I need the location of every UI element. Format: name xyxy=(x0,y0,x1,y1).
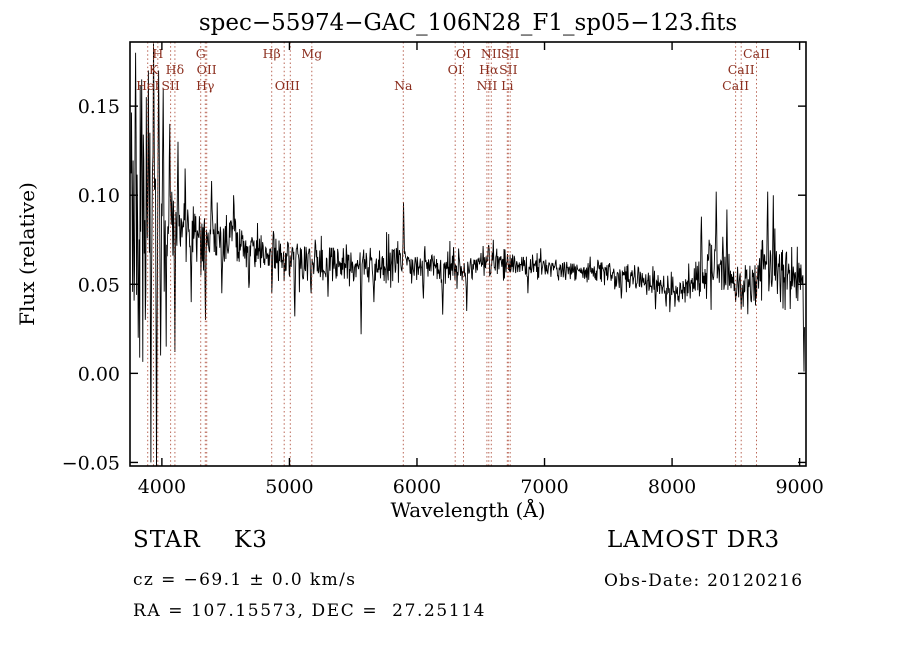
y-tick-label: −0.05 xyxy=(62,452,120,474)
line-label: OII xyxy=(197,62,217,77)
line-label: H xyxy=(152,46,163,61)
y-tick-label: 0.10 xyxy=(78,185,120,207)
line-label: OI xyxy=(456,46,471,61)
line-label: Hβ xyxy=(263,46,281,61)
line-label: CaII xyxy=(743,46,770,61)
annotation-cz: cz = −69.1 ± 0.0 km/s xyxy=(133,570,357,590)
line-label: K xyxy=(149,62,159,77)
line-label: SII xyxy=(499,62,518,77)
line-label: Na xyxy=(394,78,413,93)
line-label: Li xyxy=(501,78,513,93)
annotation-object-class: STAR K3 xyxy=(133,527,268,553)
line-label: OI xyxy=(448,62,463,77)
x-tick-label: 5000 xyxy=(265,476,313,498)
plot-frame xyxy=(129,41,807,467)
page-title: spec−55974−GAC_106N28_F1_sp05−123.fits xyxy=(198,10,738,36)
line-label: SII xyxy=(501,46,520,61)
line-label: SII xyxy=(161,78,180,93)
x-tick-label: 4000 xyxy=(138,476,186,498)
line-label: CaII xyxy=(728,62,755,77)
y-tick-label: 0.00 xyxy=(78,363,120,385)
line-label: Mg xyxy=(301,46,322,61)
annotation-survey: LAMOST DR3 xyxy=(607,527,781,553)
x-axis-label: Wavelength (Å) xyxy=(390,497,545,522)
line-label: NII xyxy=(481,46,502,61)
y-axis-label: Flux (relative) xyxy=(15,182,39,326)
line-label: CaII xyxy=(722,78,749,93)
line-label: Hδ xyxy=(166,62,184,77)
line-label: OIII xyxy=(275,78,300,93)
annotation-ra-dec: RA = 107.15573, DEC = 27.25114 xyxy=(133,601,487,621)
spectrum-line xyxy=(130,43,805,466)
plot-area xyxy=(130,42,805,466)
line-label: Hα xyxy=(479,62,499,77)
x-tick-label: 8000 xyxy=(648,476,696,498)
line-label: G xyxy=(196,46,206,61)
line-label: HeI xyxy=(136,78,159,93)
annotation-obs-date: Obs-Date: 20120216 xyxy=(604,571,804,591)
y-tick-label: 0.15 xyxy=(78,96,120,118)
line-label: Hγ xyxy=(196,78,214,93)
x-tick-label: 7000 xyxy=(520,476,568,498)
x-tick-label: 6000 xyxy=(393,476,441,498)
line-label: NII xyxy=(476,78,497,93)
y-tick-label: 0.05 xyxy=(78,274,120,296)
x-tick-label: 9000 xyxy=(775,476,823,498)
